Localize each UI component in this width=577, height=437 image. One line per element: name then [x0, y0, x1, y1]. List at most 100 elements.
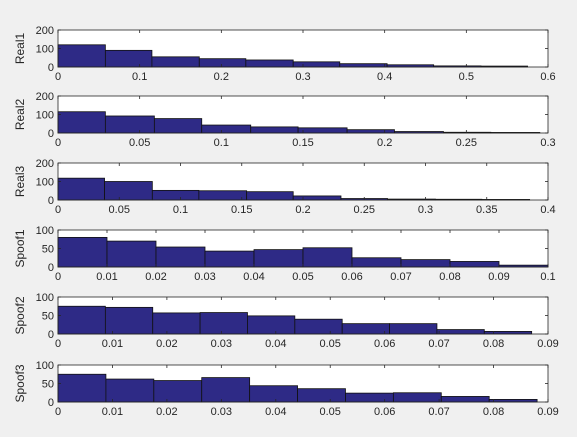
histogram-bar [297, 388, 346, 403]
histogram-bar [351, 257, 402, 268]
y-tick-label: 100 [36, 44, 54, 56]
x-tick-label: 0.06 [374, 338, 395, 350]
histogram-bar [106, 240, 157, 268]
x-tick-label: 0.02 [156, 406, 177, 418]
y-tick-label: 0 [48, 329, 54, 341]
x-tick-label: 0.01 [102, 338, 123, 350]
histogram-bar [201, 124, 252, 134]
subplot-real1: 0 0.1 0.2 0.3 0.4 0.5 0.6 0 100 200 Real1 [13, 25, 556, 83]
x-tick-label: 0.08 [439, 271, 460, 283]
x-tick-label: 0.1 [214, 137, 229, 149]
histogram-bar [400, 259, 451, 268]
histogram-bar [105, 378, 155, 403]
x-tick-label: 0.2 [214, 71, 229, 83]
x-tick-label: 0.5 [459, 71, 474, 83]
x-tick-label: 0.01 [102, 406, 123, 418]
x-tick-label: 0.01 [96, 271, 117, 283]
histogram-bar [292, 195, 342, 201]
x-tick-label: 0 [55, 338, 61, 350]
x-tick-label: 0.02 [156, 338, 177, 350]
histogram-bar [297, 127, 348, 134]
histogram-bar [153, 380, 203, 403]
y-tick-label: 100 [36, 292, 54, 304]
x-tick-label: 0.09 [488, 271, 509, 283]
y-tick-label: 0 [48, 195, 54, 207]
x-tick-label: 0.09 [537, 338, 558, 350]
x-tick-label: 0.08 [483, 406, 504, 418]
histogram-bar [151, 189, 200, 201]
y-tick-label: 200 [36, 158, 54, 170]
x-tick-label: 0 [55, 406, 61, 418]
y-axis-label: Real3 [13, 166, 27, 198]
x-tick-label: 0.05 [320, 406, 341, 418]
x-tick-label: 0.05 [320, 338, 341, 350]
x-tick-label: 0.08 [483, 338, 504, 350]
histogram-bar [449, 261, 500, 268]
x-tick-label: 0.05 [109, 204, 130, 216]
y-tick-label: 50 [42, 379, 54, 391]
x-tick-label: 0.05 [292, 271, 313, 283]
x-tick-label: 0.04 [265, 406, 286, 418]
y-tick-label: 50 [42, 311, 54, 323]
histogram-bar [57, 44, 106, 68]
x-tick-label: 0.07 [428, 406, 449, 418]
x-tick-label: 0.6 [540, 71, 555, 83]
x-tick-label: 0.25 [456, 137, 477, 149]
x-tick-label: 0.3 [418, 204, 433, 216]
x-tick-label: 0.03 [194, 271, 215, 283]
x-tick-label: 0.4 [540, 204, 555, 216]
histogram-bar [104, 306, 154, 335]
x-tick-label: 0.15 [231, 204, 252, 216]
histogram-bar [104, 49, 153, 68]
y-axis-label: Spoof1 [13, 229, 27, 267]
subplot-spoof2: 0 0.01 0.02 0.03 0.04 0.05 0.06 0.07 0.08 0.09 0 50… [13, 292, 559, 350]
x-tick-label: 0 [55, 71, 61, 83]
histogram-bar [250, 126, 299, 134]
y-tick-label: 0 [48, 397, 54, 409]
histogram-bar [104, 115, 155, 134]
histogram-bar [339, 63, 388, 68]
histogram-bar [204, 250, 255, 268]
histogram-bar [57, 236, 108, 268]
x-tick-label: 0.2 [377, 137, 392, 149]
histogram-bar [292, 61, 341, 68]
x-tick-label: 0.2 [295, 204, 310, 216]
subplot-real3: 0 0.05 0.1 0.15 0.2 0.25 0.3 0.35 0.4 0 100 200 Real… [13, 158, 556, 216]
y-tick-label: 100 [36, 177, 54, 189]
y-tick-label: 200 [36, 25, 54, 37]
y-tick-label: 100 [36, 360, 54, 372]
x-tick-label: 0 [55, 271, 61, 283]
x-tick-label: 0.07 [390, 271, 411, 283]
x-tick-label: 0.1 [540, 271, 555, 283]
x-tick-label: 0.03 [211, 338, 232, 350]
x-tick-label: 0.02 [145, 271, 166, 283]
histogram-bar [153, 118, 203, 134]
histogram-bar [201, 377, 251, 403]
histogram-bar [245, 59, 294, 68]
x-tick-label: 0.03 [211, 406, 232, 418]
x-tick-label: 0.06 [341, 271, 362, 283]
subplot-spoof3: 0 0.01 0.02 0.03 0.04 0.05 0.06 0.07 0.08 0.09 0 50… [13, 360, 559, 418]
y-axis-label: Real1 [13, 33, 27, 65]
x-tick-label: 0 [55, 137, 61, 149]
y-axis-label: Spoof3 [13, 364, 27, 402]
histogram-bar [151, 56, 200, 68]
x-tick-label: 0.06 [374, 406, 395, 418]
histogram-bar [247, 315, 296, 335]
histogram-bar [199, 312, 248, 335]
histogram-bar [302, 247, 353, 268]
histogram-bar [198, 58, 247, 68]
histogram-bar [57, 177, 105, 201]
y-tick-label: 0 [48, 262, 54, 274]
y-tick-label: 0 [48, 62, 54, 74]
histogram-bar [246, 191, 294, 201]
x-tick-label: 0.4 [377, 71, 392, 83]
x-tick-label: 0.35 [476, 204, 497, 216]
histogram-bar [155, 246, 206, 268]
histogram-bar [392, 392, 442, 403]
histogram-bar [152, 312, 201, 335]
x-tick-label: 0.05 [129, 137, 150, 149]
x-tick-label: 0.04 [243, 271, 264, 283]
